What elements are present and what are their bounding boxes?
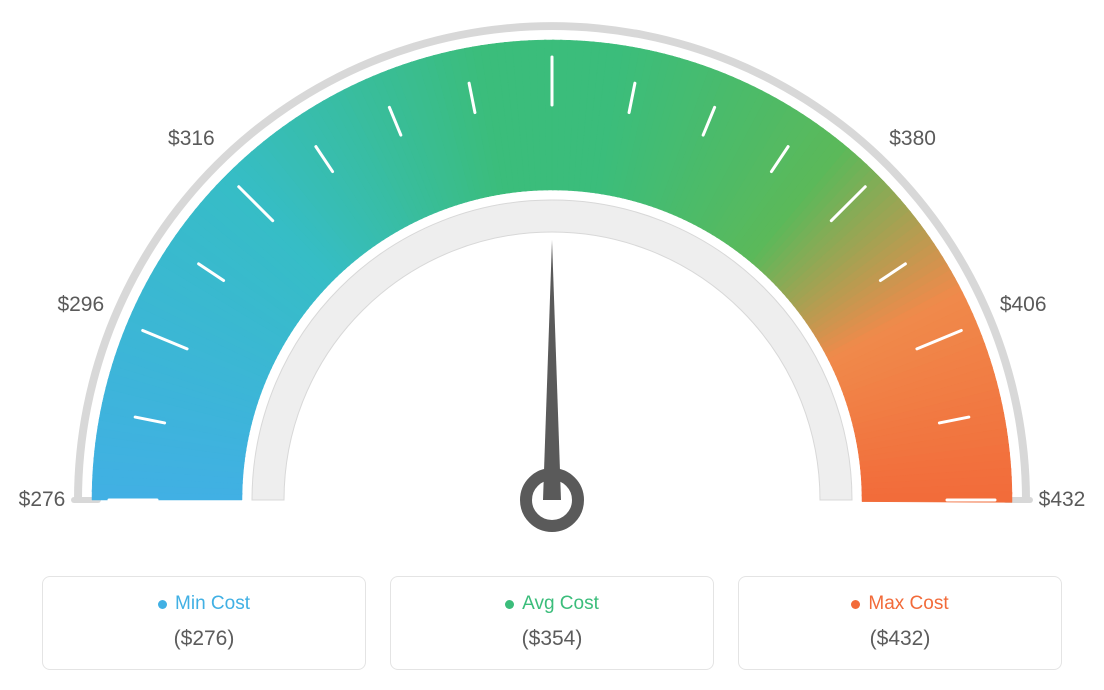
legend-title-max: Max Cost — [851, 593, 948, 615]
gauge-tick-label: $276 — [19, 488, 66, 512]
gauge-tick-label: $316 — [168, 127, 215, 151]
legend-value-max: ($432) — [739, 627, 1061, 651]
dot-icon — [158, 600, 167, 609]
legend-card-min: Min Cost ($276) — [42, 576, 366, 670]
gauge-tick-label: $406 — [1000, 293, 1047, 317]
legend-title-avg: Avg Cost — [505, 593, 599, 615]
gauge-tick-label: $432 — [1039, 488, 1086, 512]
dot-icon — [851, 600, 860, 609]
legend-row: Min Cost ($276) Avg Cost ($354) Max Cost… — [42, 576, 1062, 670]
legend-title-min: Min Cost — [158, 593, 250, 615]
legend-value-avg: ($354) — [391, 627, 713, 651]
legend-label-avg: Avg Cost — [522, 593, 599, 615]
legend-label-max: Max Cost — [868, 593, 948, 615]
gauge-tick-label: $354 — [529, 0, 576, 2]
legend-card-max: Max Cost ($432) — [738, 576, 1062, 670]
legend-value-min: ($276) — [43, 627, 365, 651]
dot-icon — [505, 600, 514, 609]
gauge-svg — [0, 0, 1104, 560]
gauge-tick-label: $380 — [889, 127, 936, 151]
legend-card-avg: Avg Cost ($354) — [390, 576, 714, 670]
gauge-tick-label: $296 — [57, 293, 104, 317]
cost-gauge: $276 $296 $316 $354 $380 $406 $432 — [0, 0, 1104, 560]
legend-label-min: Min Cost — [175, 593, 250, 615]
